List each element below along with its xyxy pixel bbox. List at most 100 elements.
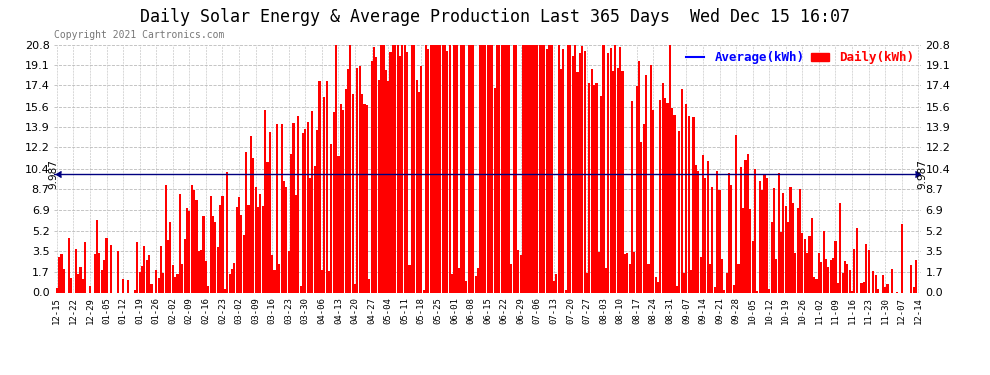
Bar — [735, 135, 738, 292]
Bar — [160, 246, 162, 292]
Bar — [77, 273, 79, 292]
Bar — [579, 53, 581, 292]
Bar — [437, 45, 439, 292]
Bar — [731, 185, 733, 292]
Bar — [346, 69, 349, 292]
Bar — [394, 45, 396, 292]
Bar — [726, 273, 728, 292]
Bar — [96, 220, 98, 292]
Bar — [323, 98, 326, 292]
Bar — [169, 222, 171, 292]
Bar — [603, 45, 605, 292]
Bar — [444, 45, 446, 292]
Bar — [683, 273, 685, 292]
Bar — [210, 196, 212, 292]
Bar — [375, 57, 377, 292]
Bar — [148, 255, 150, 292]
Bar — [529, 45, 532, 292]
Bar — [285, 187, 287, 292]
Bar — [477, 268, 479, 292]
Bar — [283, 181, 285, 292]
Bar — [200, 250, 202, 292]
Bar — [629, 264, 631, 292]
Bar — [292, 123, 295, 292]
Bar — [67, 238, 69, 292]
Bar — [254, 187, 256, 292]
Bar — [188, 211, 190, 292]
Bar — [331, 144, 333, 292]
Bar — [617, 68, 619, 292]
Bar — [886, 284, 889, 292]
Bar — [527, 45, 529, 292]
Bar — [243, 235, 245, 292]
Bar — [811, 217, 813, 292]
Bar — [302, 133, 304, 292]
Bar — [595, 82, 598, 292]
Bar — [591, 69, 593, 292]
Bar — [409, 265, 411, 292]
Bar — [266, 162, 268, 292]
Bar — [846, 264, 848, 292]
Bar — [700, 257, 702, 292]
Bar — [649, 65, 652, 292]
Bar — [758, 181, 761, 292]
Bar — [420, 66, 423, 292]
Bar — [522, 45, 524, 292]
Bar — [276, 124, 278, 292]
Bar — [875, 275, 877, 292]
Bar — [622, 71, 624, 292]
Bar — [430, 45, 432, 292]
Bar — [288, 251, 290, 292]
Bar — [733, 285, 735, 292]
Bar — [349, 45, 351, 292]
Bar — [338, 156, 340, 292]
Bar — [877, 290, 879, 292]
Bar — [207, 286, 209, 292]
Bar — [361, 94, 363, 292]
Bar — [489, 45, 491, 292]
Bar — [217, 247, 219, 292]
Bar — [280, 123, 283, 292]
Bar — [479, 45, 481, 292]
Bar — [491, 45, 493, 292]
Bar — [404, 45, 406, 292]
Bar — [58, 257, 60, 292]
Bar — [496, 45, 498, 292]
Bar — [377, 80, 380, 292]
Bar — [89, 286, 91, 292]
Bar — [560, 69, 562, 292]
Bar — [214, 222, 217, 292]
Bar — [472, 45, 474, 292]
Bar — [721, 259, 723, 292]
Bar — [744, 160, 746, 292]
Bar — [763, 174, 765, 292]
Bar — [799, 189, 801, 292]
Bar — [219, 205, 221, 292]
Bar — [688, 116, 690, 292]
Bar — [843, 261, 846, 292]
Bar — [647, 264, 649, 292]
Bar — [413, 45, 415, 292]
Bar — [425, 45, 427, 292]
Bar — [356, 68, 358, 292]
Bar — [55, 288, 57, 292]
Bar — [406, 52, 408, 292]
Bar — [117, 251, 120, 292]
Bar — [411, 45, 413, 292]
Bar — [830, 260, 832, 292]
Bar — [385, 70, 387, 292]
Bar — [828, 267, 830, 292]
Bar — [451, 274, 453, 292]
Bar — [664, 98, 666, 292]
Bar — [314, 166, 316, 292]
Bar — [389, 53, 392, 292]
Bar — [525, 45, 527, 292]
Bar — [176, 274, 178, 292]
Bar — [150, 284, 152, 292]
Bar — [716, 171, 718, 292]
Bar — [669, 45, 671, 292]
Bar — [351, 94, 353, 292]
Bar — [382, 45, 384, 292]
Bar — [643, 124, 644, 292]
Bar — [544, 45, 545, 292]
